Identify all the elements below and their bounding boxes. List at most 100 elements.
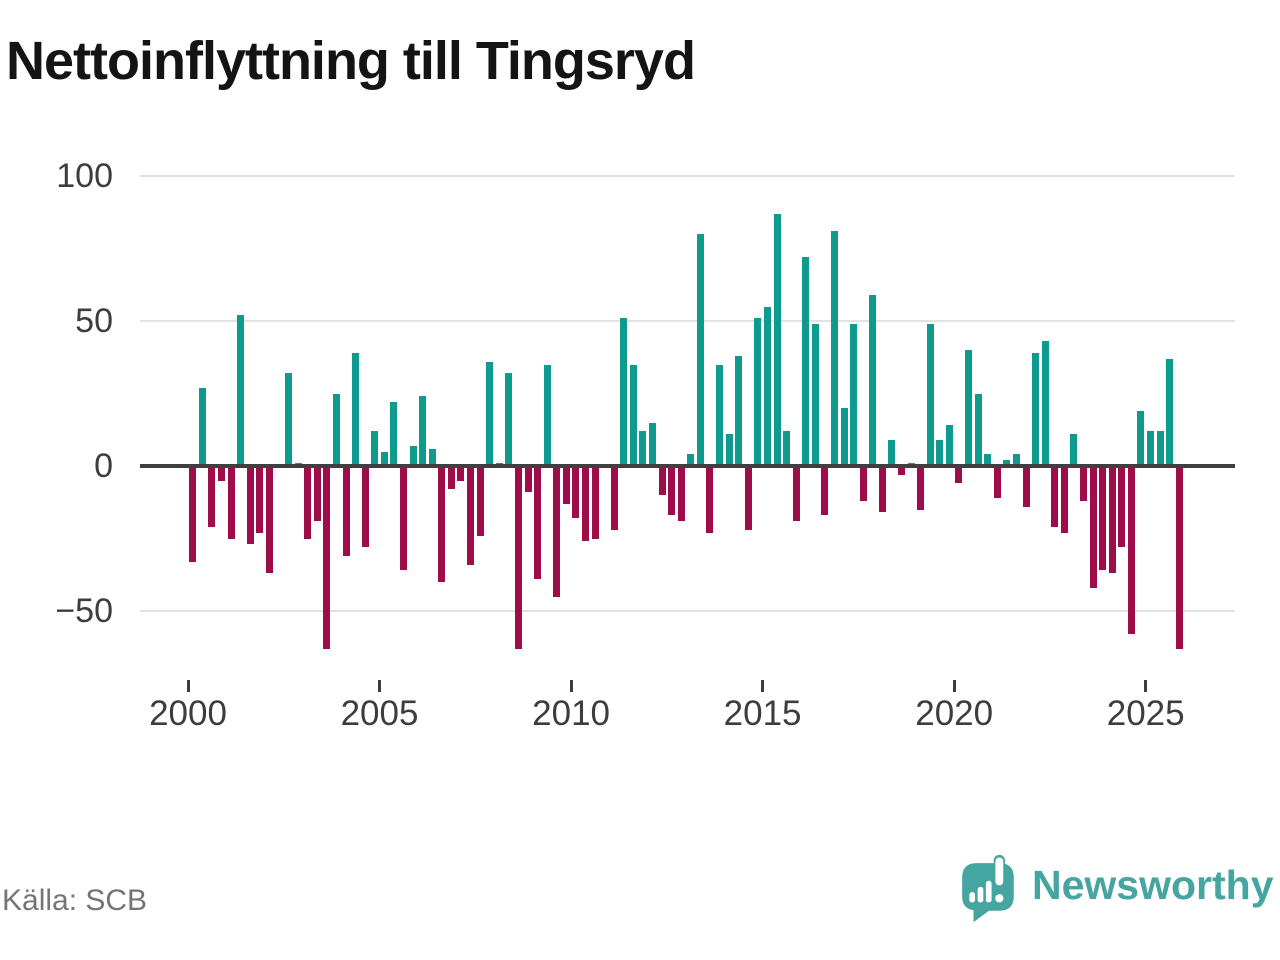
bar [467, 466, 474, 565]
bar [1175, 466, 1183, 649]
bar [409, 445, 417, 466]
bar [562, 466, 570, 504]
bar [1118, 466, 1126, 548]
brand-wordmark: Newsworthy [1032, 862, 1274, 908]
bar [696, 234, 704, 466]
bar [706, 466, 714, 533]
bar [323, 466, 331, 649]
gridline [140, 610, 1235, 612]
bar [1127, 466, 1135, 635]
bar [218, 466, 225, 481]
bar [352, 352, 360, 466]
bar [1147, 431, 1154, 466]
bar [534, 466, 542, 580]
bar [1166, 358, 1174, 466]
bar [754, 318, 762, 466]
bar [735, 355, 743, 466]
bar [572, 466, 580, 519]
bar [1089, 466, 1097, 588]
y-tick-label: 0 [94, 447, 113, 485]
bar [380, 451, 388, 466]
bar [524, 466, 532, 493]
bar [869, 294, 877, 466]
x-tick-label: 2025 [1106, 694, 1185, 733]
bar [1041, 341, 1049, 466]
newsworthy-brand: Newsworthy [958, 854, 1278, 924]
newsworthy-logo-icon [962, 854, 1014, 923]
x-tick [952, 680, 956, 692]
gridline [140, 175, 1235, 177]
x-tick [1144, 680, 1148, 692]
bar [256, 466, 264, 533]
bar [457, 466, 465, 481]
bar [553, 466, 561, 597]
bar [189, 466, 197, 562]
chart-title: Nettoinflyttning till Tingsryd [6, 31, 696, 91]
bar [649, 422, 656, 466]
bar [438, 466, 446, 582]
bar [1156, 431, 1164, 466]
bar [926, 323, 934, 466]
bar [658, 466, 666, 495]
bar [955, 466, 963, 484]
bar [581, 466, 589, 542]
bar [783, 431, 791, 466]
bar [610, 466, 618, 530]
bar [763, 306, 771, 466]
x-tick-label: 2015 [723, 694, 802, 733]
x-tick [569, 680, 573, 692]
bar [668, 466, 676, 516]
y-tick-label: 50 [75, 302, 113, 340]
bar [447, 466, 455, 490]
bar [237, 315, 245, 466]
bar [428, 448, 436, 466]
x-tick-label: 2010 [532, 694, 611, 733]
bar [878, 466, 886, 513]
x-tick-label: 2005 [340, 694, 419, 733]
bar [342, 466, 350, 556]
bar [620, 318, 628, 466]
bar [965, 350, 972, 466]
bar [591, 466, 599, 539]
x-tick [186, 680, 190, 692]
bar [198, 387, 206, 466]
bar [850, 323, 858, 466]
bar [725, 434, 733, 466]
x-tick-label: 2020 [915, 694, 994, 733]
bar [361, 466, 369, 548]
bar [476, 466, 484, 536]
bar [629, 364, 637, 466]
bar [1032, 352, 1040, 466]
bar [1079, 466, 1087, 501]
bar [1060, 466, 1068, 533]
bar [227, 466, 235, 539]
bar [744, 466, 752, 530]
bar [1108, 466, 1116, 574]
x-tick-label: 2000 [149, 694, 227, 733]
bar [486, 361, 494, 466]
bar [419, 396, 427, 466]
bar [687, 454, 695, 466]
source-note: Källa: SCB [2, 884, 148, 917]
bar [1003, 460, 1011, 466]
bar [639, 431, 647, 466]
bar [917, 466, 925, 510]
bar [830, 231, 838, 466]
bar [936, 439, 944, 466]
bar [898, 466, 905, 475]
bar [716, 364, 723, 466]
bar [802, 257, 810, 466]
bar [792, 466, 800, 522]
bar [993, 466, 1001, 498]
bar [371, 431, 379, 466]
zero-line [140, 464, 1235, 468]
x-tick [378, 680, 381, 692]
bar [1137, 410, 1145, 466]
bar [1099, 466, 1107, 571]
y-tick-label: 100 [56, 157, 113, 195]
bar [888, 439, 896, 466]
bar [208, 466, 216, 527]
bar [677, 466, 685, 522]
bar [313, 466, 321, 522]
